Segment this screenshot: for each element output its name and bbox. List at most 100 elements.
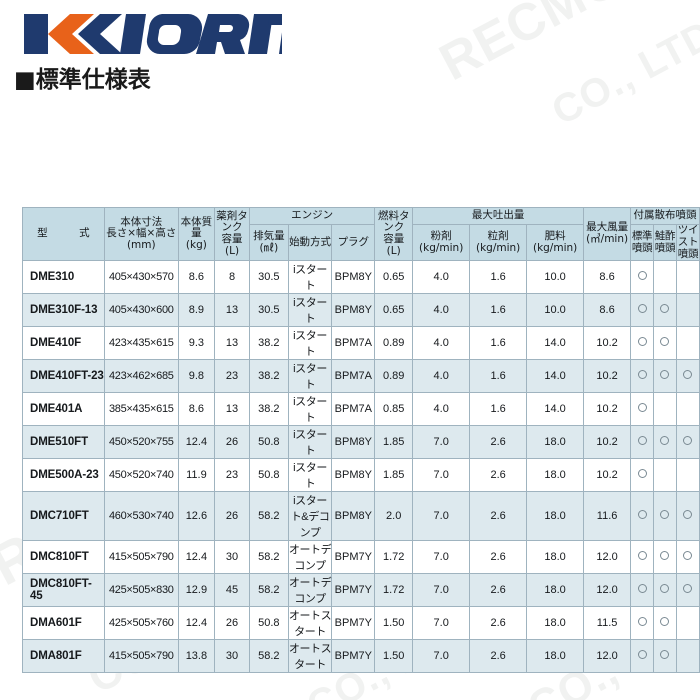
mass-cell: 11.9: [177, 458, 216, 493]
powder-output-cell: 7.0: [412, 606, 471, 641]
header-nozzle-mid-line2: 噴頭: [654, 241, 676, 254]
granule-output-cell: 2.6: [469, 639, 528, 674]
table-header: 型 式 本体寸法 長さ×幅×高さ (mm) 本体質量 (kg) 薬剤タンク 容量…: [22, 206, 700, 262]
nozzle-mid-cell: [653, 458, 677, 493]
max-airflow-cell: 10.2: [583, 425, 632, 460]
fuel-tank-cell: 1.72: [374, 573, 414, 608]
nozzle-twist-cell: [675, 260, 700, 295]
nozzle-twist-cell: [675, 573, 700, 608]
circle-mark-icon: [637, 510, 647, 520]
nozzle-twist-cell: [675, 458, 700, 493]
model-cell: DME410FT-23: [22, 359, 105, 394]
displacement-cell: 58.2: [248, 540, 289, 575]
start-method-cell: オートデコンプ: [287, 573, 333, 608]
fuel-tank-cell: 0.89: [374, 326, 414, 361]
circle-mark-icon: [637, 436, 647, 446]
chemical-tank-cell: 23: [214, 458, 250, 493]
fertilizer-output-cell: 18.0: [526, 573, 585, 608]
granule-output-cell: 2.6: [469, 458, 528, 493]
circle-mark-icon: [683, 584, 693, 594]
powder-output-cell: 7.0: [412, 491, 471, 542]
dimensions-cell: 425×505×830: [103, 573, 179, 608]
dimensions-cell: 415×505×790: [103, 540, 179, 575]
fertilizer-output-cell: 18.0: [526, 639, 585, 674]
circle-mark-icon: [637, 337, 647, 347]
displacement-cell: 38.2: [248, 326, 289, 361]
nozzle-twist-cell: [675, 540, 700, 575]
chemical-tank-cell: 26: [214, 425, 250, 460]
header-mass: 本体質量 (kg): [177, 206, 216, 262]
powder-output-cell: 4.0: [412, 392, 471, 427]
plug-cell: BPM7A: [331, 359, 376, 394]
granule-output-cell: 1.6: [469, 326, 528, 361]
kioritz-logo-svg: [24, 13, 282, 55]
start-method-cell: iスタート: [287, 392, 333, 427]
nozzle-mid-cell: [653, 392, 677, 427]
dimensions-cell: 405×430×600: [103, 293, 179, 328]
fuel-tank-cell: 1.50: [374, 606, 414, 641]
fuel-tank-cell: 1.85: [374, 425, 414, 460]
nozzle-standard-cell: [630, 573, 655, 608]
nozzle-mid-cell: [653, 359, 677, 394]
fertilizer-output-cell: 14.0: [526, 326, 585, 361]
plug-cell: BPM8Y: [331, 458, 376, 493]
powder-output-cell: 4.0: [412, 359, 471, 394]
plug-cell: BPM8Y: [331, 491, 376, 542]
powder-output-cell: 7.0: [412, 573, 471, 608]
nozzle-mid-cell: [653, 326, 677, 361]
nozzle-standard-cell: [630, 540, 655, 575]
page-title: ■標準仕様表: [14, 67, 151, 93]
granule-output-cell: 1.6: [469, 359, 528, 394]
header-fuel-tank: 燃料タンク 容量 (L): [374, 206, 414, 262]
mass-cell: 12.4: [177, 606, 216, 641]
header-powder: 粉剤(kg/min): [412, 223, 471, 262]
powder-output-cell: 4.0: [412, 260, 471, 295]
table-row: DMC710FT 460×530×740 12.6 26 58.2 iスタート&デコンプ B…: [22, 491, 700, 542]
circle-mark-icon: [637, 304, 647, 314]
chemical-tank-cell: 30: [214, 540, 250, 575]
table-row: DMA801F 415×505×790 13.8 30 58.2 オートスタート BPM7Y…: [22, 639, 700, 674]
start-method-cell: オートスタート: [287, 639, 333, 674]
nozzle-mid-cell: [653, 540, 677, 575]
fuel-tank-cell: 2.0: [374, 491, 414, 542]
start-method-cell: iスタート&デコンプ: [287, 491, 333, 542]
fertilizer-output-cell: 18.0: [526, 491, 585, 542]
nozzle-standard-cell: [630, 260, 655, 295]
table-row: DME310 405×430×570 8.6 8 30.5 iスタート BPM8Y 0.65 4…: [22, 260, 700, 295]
max-airflow-cell: 12.0: [583, 573, 632, 608]
header-maxair-unit: (㎥/min): [586, 233, 629, 246]
header-max-airflow: 最大風量 (㎥/min): [583, 206, 632, 262]
header-mass-unit: (kg): [185, 239, 207, 251]
fuel-tank-cell: 0.65: [374, 260, 414, 295]
model-cell: DMA801F: [22, 639, 105, 674]
circle-mark-icon: [683, 551, 693, 561]
model-cell: DMC810FT-45: [22, 573, 105, 608]
table-row: DMC810FT-45 425×505×830 12.9 45 58.2 オートデコンプ B…: [22, 573, 700, 608]
nozzle-standard-cell: [630, 425, 655, 460]
header-granule: 粒剤(kg/min): [469, 223, 528, 262]
start-method-cell: iスタート: [287, 425, 333, 460]
fertilizer-output-cell: 14.0: [526, 359, 585, 394]
header-engine-group: エンジン: [248, 207, 376, 225]
kioritz-logo: [22, 10, 282, 58]
max-airflow-cell: 10.2: [583, 326, 632, 361]
header-plug: プラグ: [331, 223, 376, 262]
model-cell: DME510FT: [22, 425, 105, 460]
mass-cell: 9.3: [177, 326, 216, 361]
table-row: DME500A-23 450×520×740 11.9 23 50.8 iスタート BPM8…: [22, 458, 700, 493]
circle-mark-icon: [660, 551, 670, 561]
powder-output-cell: 7.0: [412, 639, 471, 674]
nozzle-standard-cell: [630, 639, 655, 674]
plug-cell: BPM8Y: [331, 260, 376, 295]
circle-mark-icon: [637, 370, 647, 380]
model-cell: DME401A: [22, 392, 105, 427]
nozzle-standard-cell: [630, 606, 655, 641]
nozzle-standard-cell: [630, 326, 655, 361]
max-airflow-cell: 10.2: [583, 458, 632, 493]
table-body: DME310 405×430×570 8.6 8 30.5 iスタート BPM8Y 0.65 4…: [22, 260, 700, 674]
table-row: DME310F-13 405×430×600 8.9 13 30.5 iスタート BPM8Y…: [22, 293, 700, 328]
nozzle-mid-cell: [653, 425, 677, 460]
plug-cell: BPM8Y: [331, 425, 376, 460]
displacement-cell: 58.2: [248, 639, 289, 674]
header-displacement: 排気量 (㎖): [248, 223, 289, 262]
